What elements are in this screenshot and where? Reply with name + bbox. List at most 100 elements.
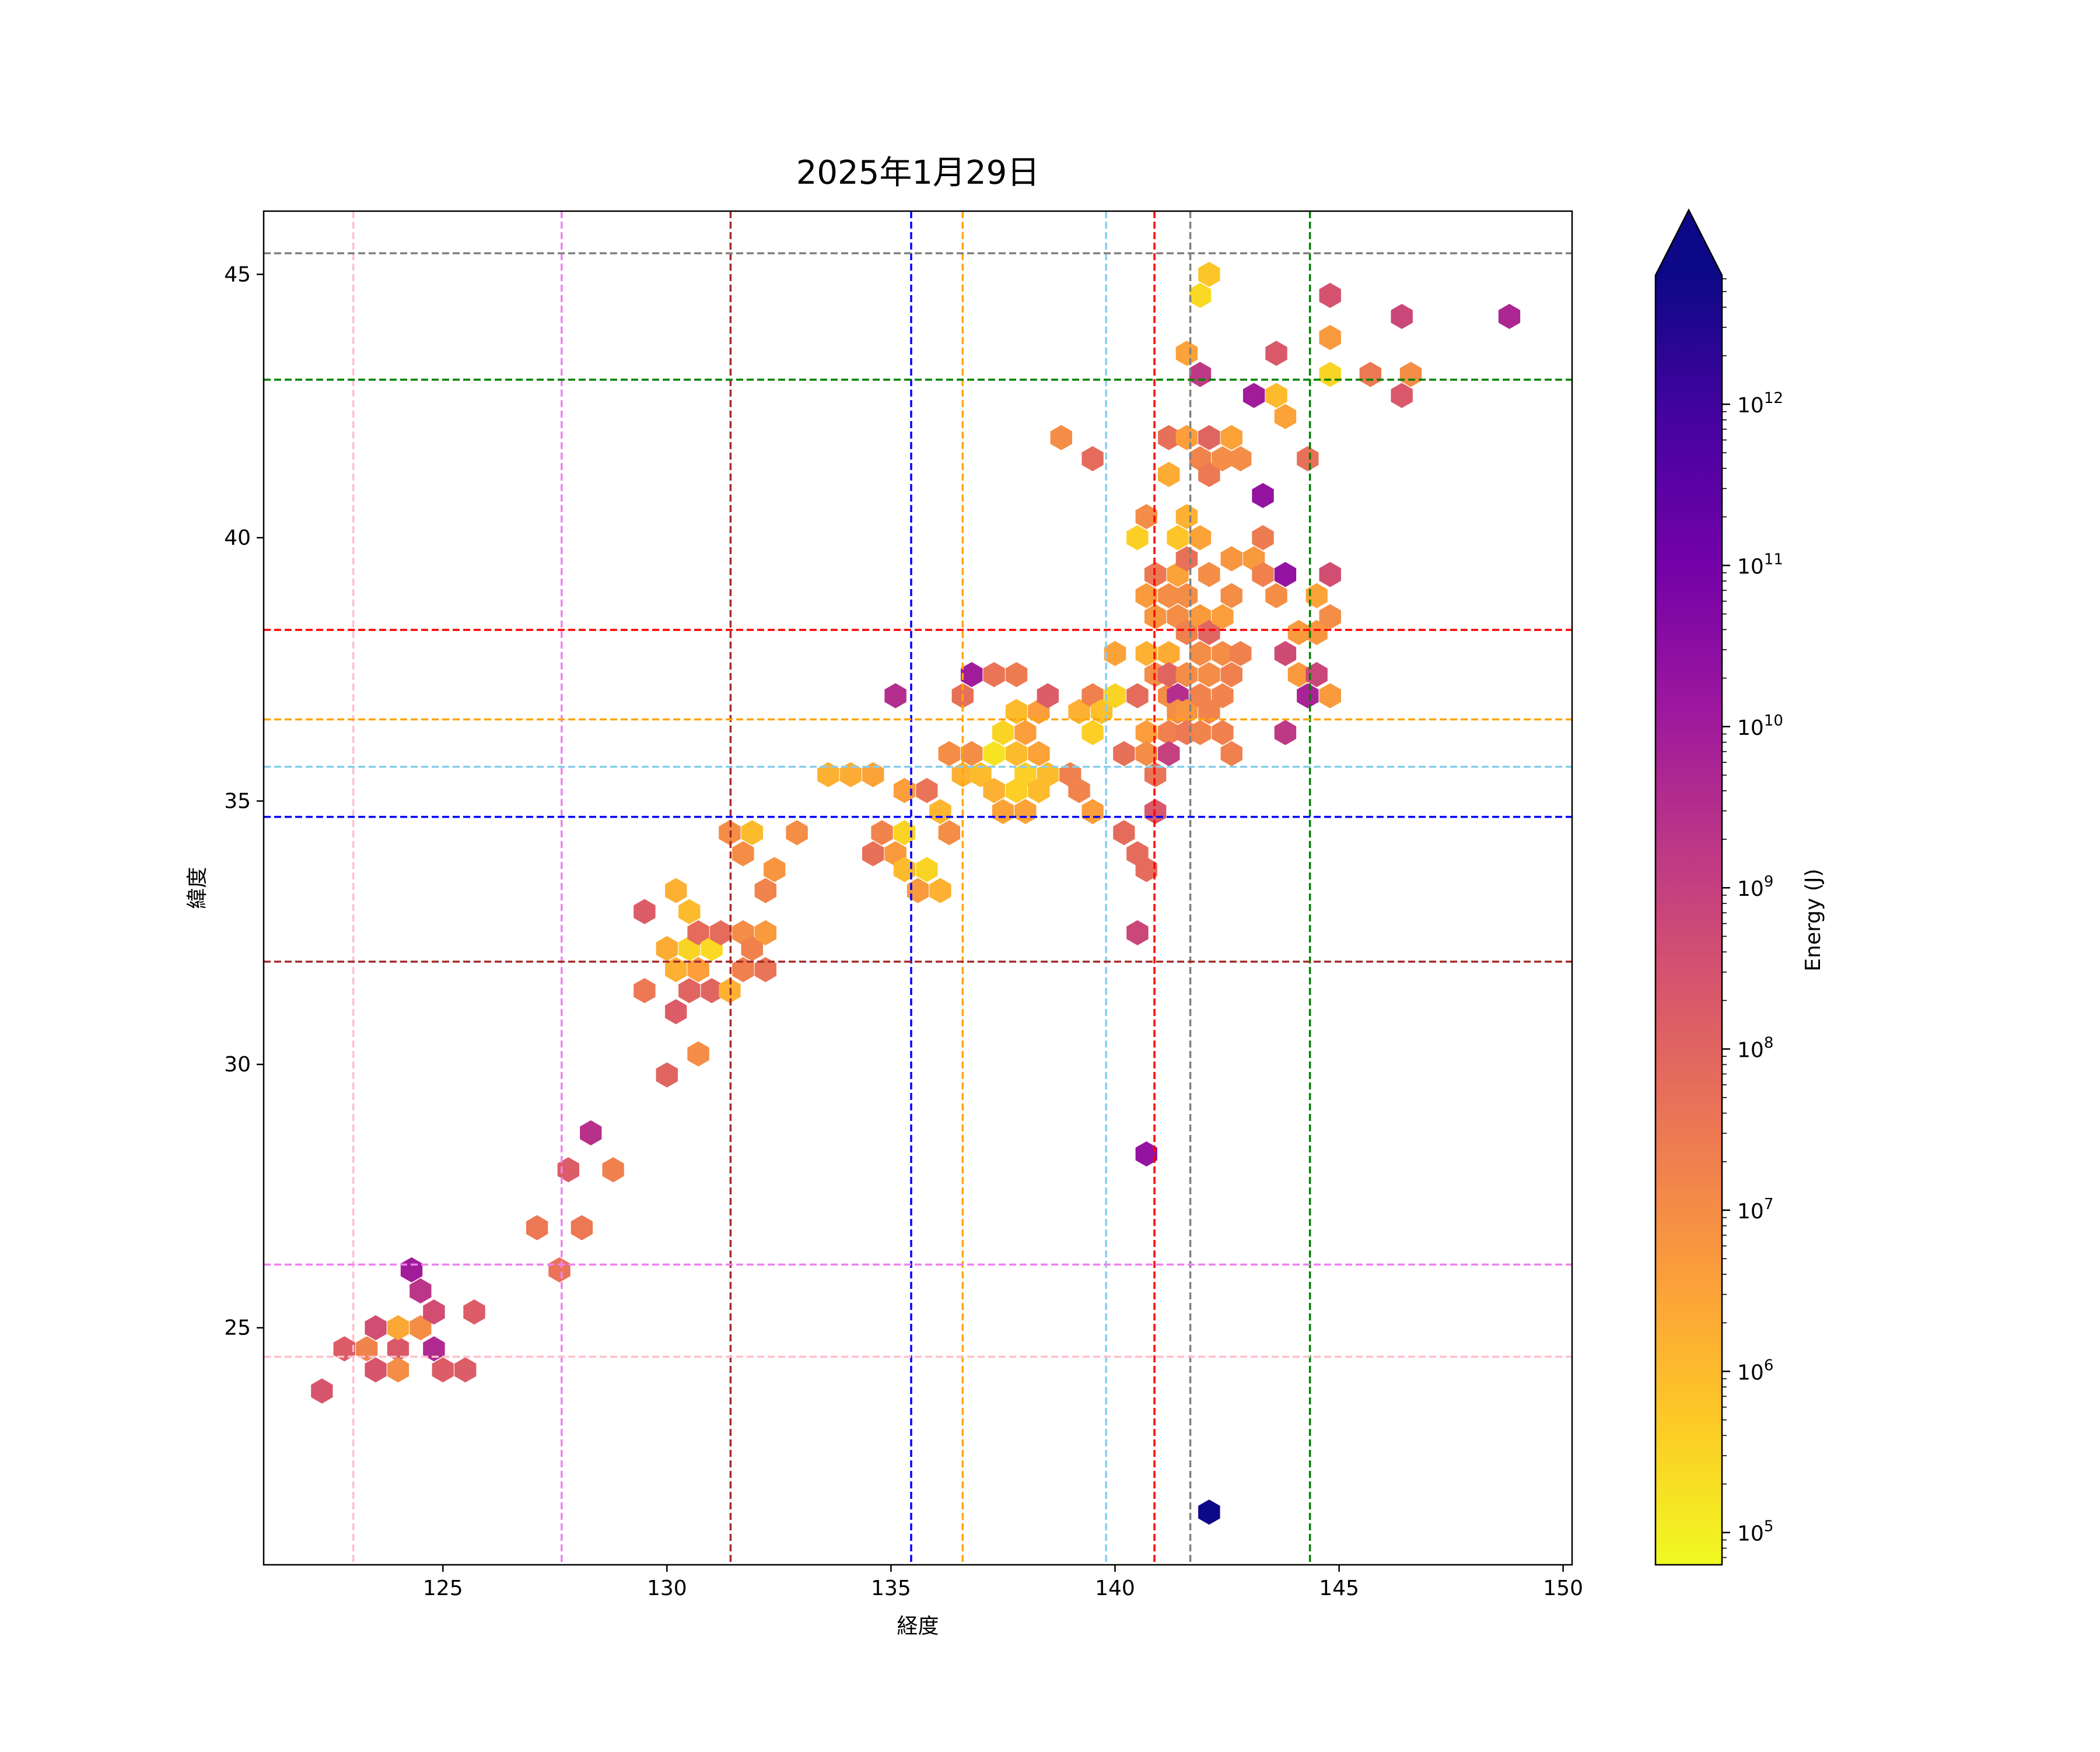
- hexbin-cell: [1175, 546, 1198, 572]
- plot-frame: [262, 210, 1573, 1566]
- y-tick-label: 25: [224, 1316, 251, 1340]
- hexbin-cell: [1399, 362, 1422, 387]
- hexbin-cell: [1198, 562, 1220, 587]
- hexbin-cell: [557, 1157, 579, 1183]
- hexbin-cell: [570, 1215, 593, 1241]
- hexbin-cell: [1212, 683, 1234, 709]
- hexbin-cell: [423, 1336, 445, 1362]
- hexbin-cell: [1319, 282, 1341, 309]
- hexbin-cell: [656, 1062, 678, 1088]
- hexbin-cell: [410, 1278, 432, 1304]
- hexbin-cell: [929, 878, 951, 903]
- hexbin-cell: [1229, 446, 1252, 472]
- hexbin-cell: [1005, 741, 1028, 766]
- hexbin-cell: [387, 1315, 410, 1341]
- hexbin-cell: [1252, 562, 1274, 587]
- hexbin-cell: [893, 857, 916, 882]
- hexbin-cell: [387, 1357, 410, 1383]
- colorbar-tick-label: 105: [1737, 1518, 1773, 1546]
- reference-lines: [264, 211, 1572, 1565]
- hexbin-cell: [992, 798, 1014, 825]
- hexbin-cell: [1104, 683, 1126, 709]
- hexbin-cell: [1198, 261, 1220, 287]
- plot-area: 125 130 135 140 145 150 25 30 35 40 45: [224, 210, 1583, 1600]
- hexbin-cell: [893, 820, 916, 846]
- hexbin-cell: [1028, 741, 1050, 766]
- hexbin-cell: [1126, 920, 1149, 945]
- hexbin-cell: [1265, 583, 1287, 608]
- hexbin-cell: [884, 683, 907, 709]
- hexbin-cell: [1135, 583, 1157, 608]
- hexbin-cell: [1220, 425, 1242, 450]
- hexbin-cell: [1144, 762, 1167, 787]
- hexbin-cell: [602, 1157, 624, 1183]
- hexbin-cell: [1068, 777, 1090, 803]
- hexbin-cell: [1005, 662, 1028, 688]
- hexbin-cell: [1359, 362, 1381, 387]
- hexbin-cell: [1050, 425, 1072, 450]
- hexbin-cell: [1297, 683, 1319, 709]
- hexbin-cell: [1297, 446, 1319, 472]
- hexbin-cell: [754, 878, 776, 903]
- hexbin-cell: [1252, 525, 1274, 551]
- hexbin-cell: [432, 1357, 454, 1383]
- hexbin-cell: [1306, 662, 1328, 688]
- hexbin-cell: [916, 857, 938, 882]
- hexbin-cell: [907, 878, 929, 903]
- hexbin-cell: [970, 762, 992, 787]
- x-tick-label: 125: [423, 1576, 463, 1600]
- hexbin-cell: [1135, 641, 1157, 667]
- y-tick-label: 30: [224, 1053, 251, 1077]
- hexbin-cell: [862, 762, 884, 787]
- hexbin-cell: [754, 920, 776, 945]
- hexbin-cell: [678, 978, 701, 1004]
- hexbin-cell: [1135, 504, 1157, 530]
- hexbin-cell: [1126, 525, 1149, 551]
- hexbin-cell: [1242, 383, 1265, 408]
- y-tick-label: 40: [224, 526, 251, 550]
- hexbin-cell: [665, 956, 687, 983]
- hexbin-cell: [1306, 583, 1328, 608]
- hexbin-cell: [786, 820, 808, 846]
- colorbar-tick-label: 108: [1737, 1035, 1773, 1063]
- colorbar-outline: [1654, 208, 1723, 1566]
- hexbin-cell: [1175, 662, 1198, 688]
- hexbin-cell: [741, 820, 763, 846]
- colorbar-tick-label: 109: [1737, 873, 1773, 901]
- hexbin-cell: [665, 878, 687, 903]
- hexbin-cell: [1498, 304, 1521, 330]
- hexbin-cells: [311, 261, 1521, 1525]
- hexbin-cell: [1126, 683, 1149, 709]
- hexbin-cell: [356, 1336, 378, 1362]
- hexbin-cell: [1113, 820, 1135, 846]
- hexbin-cell: [764, 857, 786, 882]
- hexbin-cell: [983, 662, 1005, 688]
- hexbin-cell: [732, 956, 754, 983]
- hexbin-cell: [992, 720, 1014, 745]
- hexbin-cell: [678, 899, 701, 924]
- hexbin-cell: [1265, 383, 1287, 408]
- hexbin-cell: [1319, 683, 1341, 709]
- hexbin-cell: [1113, 741, 1135, 766]
- hexbin-cell: [1229, 641, 1252, 667]
- hexbin-cell: [1135, 857, 1157, 882]
- colorbar-label: Energy (J): [1801, 868, 1825, 971]
- hexbin-cell: [454, 1357, 477, 1383]
- colorbar-gradient: [1656, 275, 1722, 1565]
- hexbin-cell: [1175, 425, 1198, 450]
- hexbin-cell: [1005, 699, 1028, 724]
- hexbin-cell: [580, 1120, 602, 1145]
- hexbin-cell: [1319, 325, 1341, 351]
- hexbin-cell: [687, 1041, 709, 1067]
- hexbin-cell: [1198, 662, 1220, 688]
- x-tick-label: 140: [1095, 1576, 1135, 1600]
- hexbin-cell: [1274, 562, 1297, 587]
- hexbin-cell: [1037, 762, 1059, 787]
- hexbin-cell: [1189, 362, 1212, 387]
- hexbin-cell: [333, 1336, 355, 1362]
- hexbin-cell: [1104, 641, 1126, 667]
- hexbin-cell: [1135, 1141, 1157, 1167]
- hexbin-cell: [817, 762, 839, 787]
